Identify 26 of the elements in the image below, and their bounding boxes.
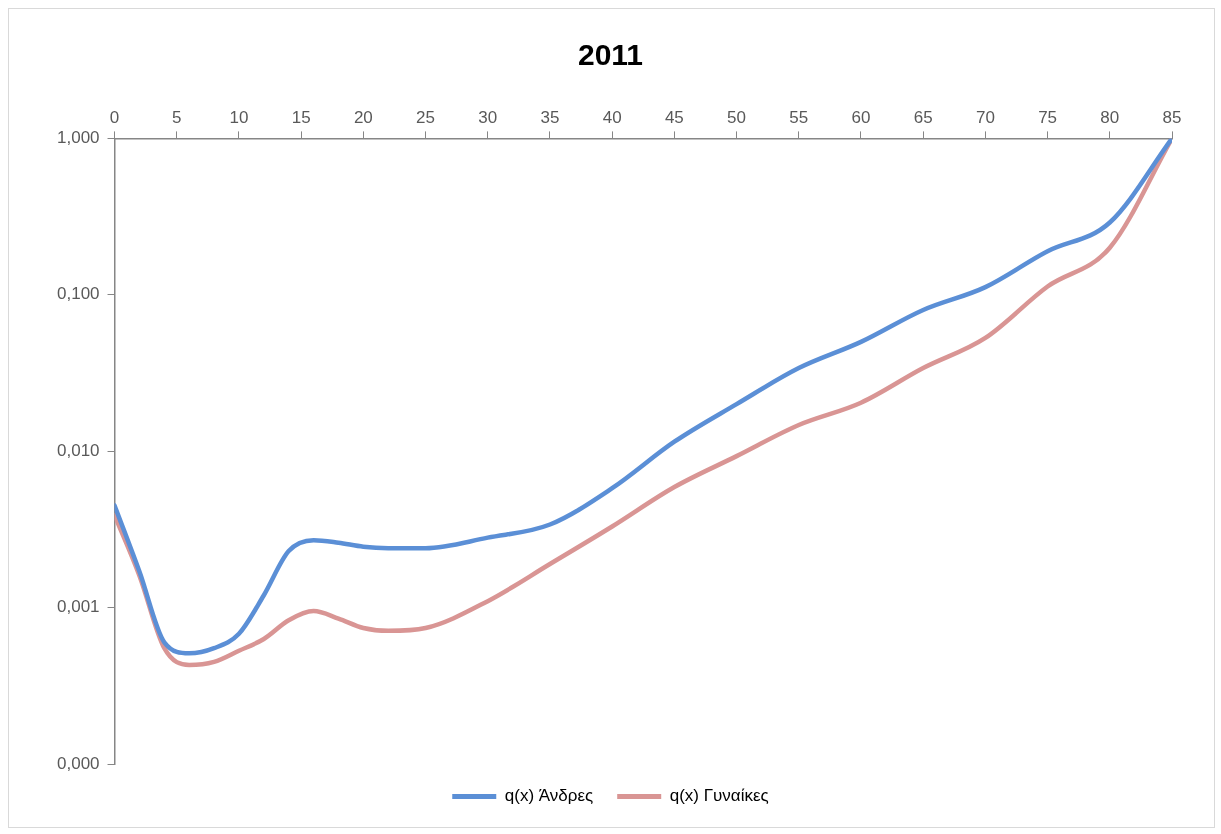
x-tick-label: 40 xyxy=(602,107,622,127)
x-tick-label: 45 xyxy=(664,107,684,127)
x-tick-label: 25 xyxy=(416,107,436,127)
y-tick-label: 0,010 xyxy=(56,440,100,460)
x-tick-label: 35 xyxy=(540,107,560,127)
x-tick-label: 65 xyxy=(913,107,933,127)
legend-label: q(x) Άνδρες xyxy=(504,786,594,806)
x-tick-label: 80 xyxy=(1100,107,1120,127)
x-tick-label: 20 xyxy=(353,107,373,127)
y-tick-label: 0,001 xyxy=(56,597,100,617)
y-tick-label: 0,000 xyxy=(56,753,100,773)
x-tick-label: 30 xyxy=(478,107,498,127)
x-tick-label: 55 xyxy=(789,107,809,127)
x-tick-label: 0 xyxy=(109,107,120,127)
y-tick-label: 0,100 xyxy=(56,284,100,304)
x-tick-label: 50 xyxy=(727,107,747,127)
x-tick-label: 5 xyxy=(172,107,182,127)
x-tick-label: 85 xyxy=(1162,107,1182,127)
y-tick-label: 1,000 xyxy=(56,128,100,148)
x-tick-label: 60 xyxy=(851,107,871,127)
x-tick-label: 75 xyxy=(1038,107,1058,127)
chart-title: 2011 xyxy=(577,38,644,72)
x-tick-label: 70 xyxy=(975,107,995,127)
x-tick-label: 15 xyxy=(291,107,311,127)
x-tick-label: 10 xyxy=(229,107,249,127)
legend-label: q(x) Γυναίκες xyxy=(669,786,769,806)
